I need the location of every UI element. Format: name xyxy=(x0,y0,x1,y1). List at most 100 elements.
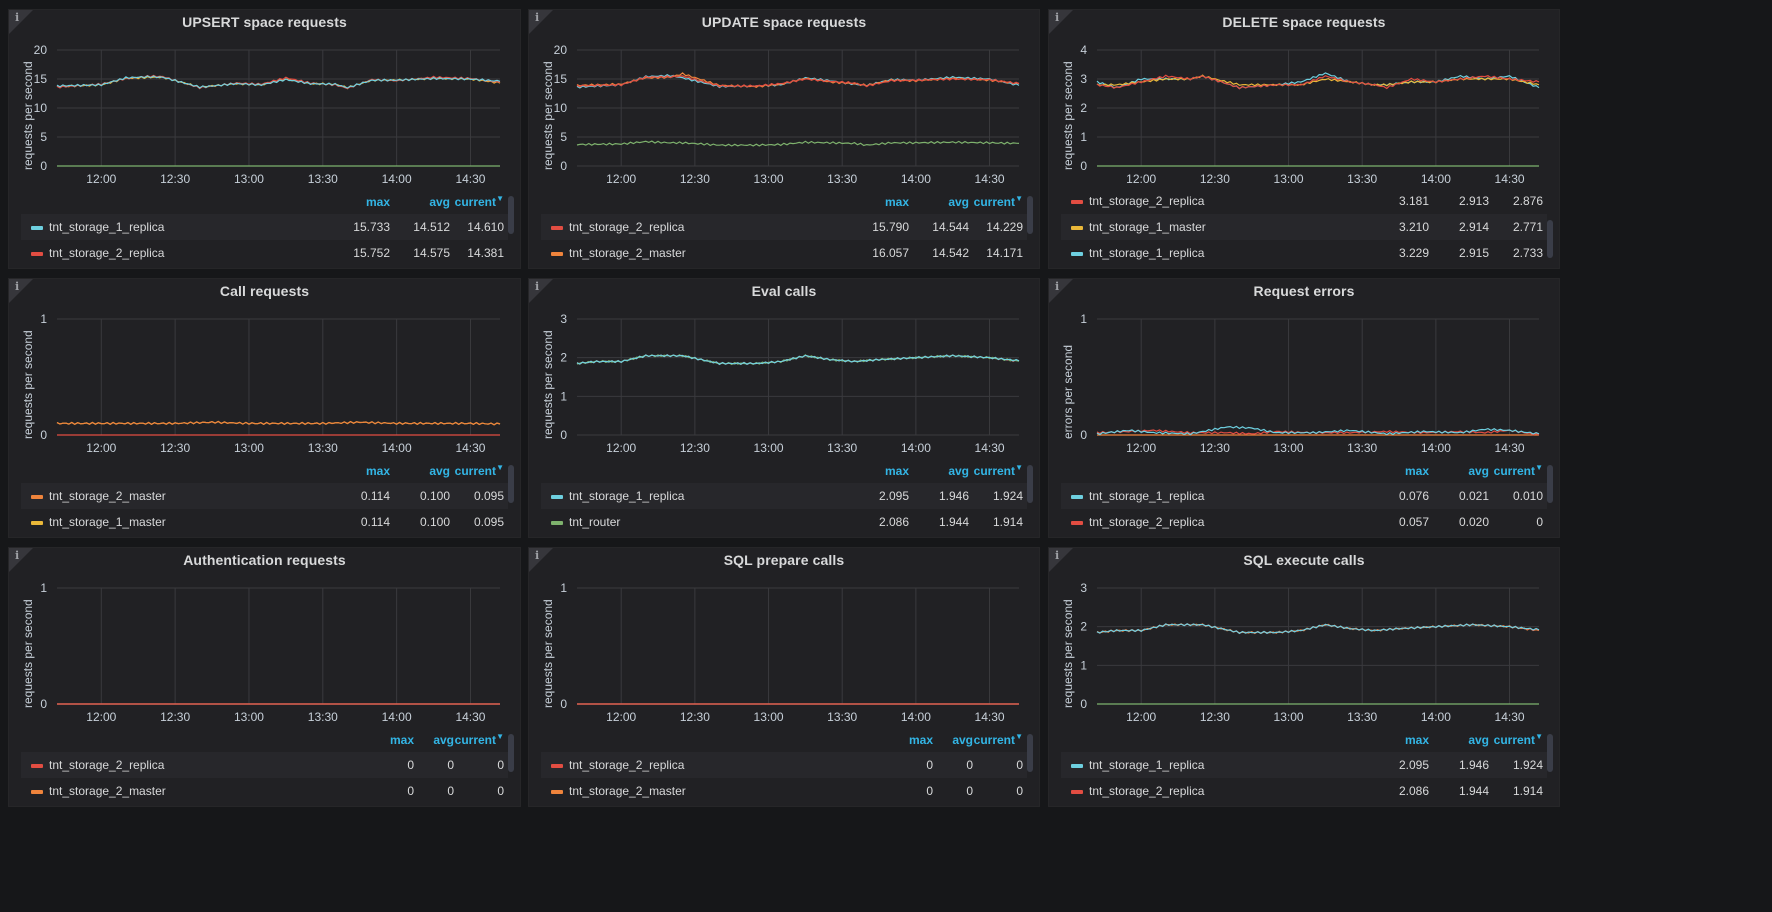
legend-col-max[interactable]: max xyxy=(389,733,414,747)
legend-row[interactable]: tnt_storage_2_replica 3.181 2.913 2.876 xyxy=(1061,188,1547,214)
legend-row[interactable]: tnt_storage_2_replica 15.752 14.575 14.3… xyxy=(21,240,508,264)
line-chart[interactable]: 0 1 2 3 4 12:00 12:30 13:00 13:30 14:00 14:30 xyxy=(1080,43,1540,190)
legend-col-avg[interactable]: avg xyxy=(433,733,454,747)
panel-title[interactable]: UPSERT space requests xyxy=(182,14,347,30)
legend-row[interactable]: tnt_storage_2_replica 0 0 0 xyxy=(21,752,508,778)
series-color-swatch[interactable] xyxy=(551,764,563,768)
legend-row[interactable]: tnt_storage_2_master 0 0 0 xyxy=(21,778,508,802)
caret-down-icon[interactable]: ▼ xyxy=(496,732,504,741)
info-corner[interactable] xyxy=(1049,548,1073,572)
panel-title[interactable]: Eval calls xyxy=(751,283,817,299)
panel-title[interactable]: Request errors xyxy=(1253,283,1355,299)
legend-scrollbar[interactable] xyxy=(508,196,514,234)
series-color-swatch[interactable] xyxy=(31,226,43,230)
series-color-swatch[interactable] xyxy=(1071,226,1083,230)
series-color-swatch[interactable] xyxy=(551,226,563,230)
legend-row[interactable]: tnt_storage_2_master 0 0 0 xyxy=(541,778,1027,802)
series-name[interactable]: tnt_storage_2_replica xyxy=(1089,784,1205,798)
caret-down-icon[interactable]: ▼ xyxy=(1015,463,1023,472)
legend-col-max[interactable]: max xyxy=(1404,464,1429,478)
legend-col-current[interactable]: current xyxy=(454,195,496,209)
legend-col-current[interactable]: current xyxy=(454,464,496,478)
info-icon[interactable]: i xyxy=(535,280,540,293)
series-color-swatch[interactable] xyxy=(31,764,43,768)
legend-row[interactable]: tnt_storage_2_replica 0.057 0.020 0 xyxy=(1061,509,1547,533)
line-chart[interactable]: 0 1 12:00 12:30 13:00 13:30 14:00 14:30 xyxy=(560,581,1019,728)
series-name[interactable]: tnt_storage_1_replica xyxy=(1089,758,1205,772)
legend-col-avg[interactable]: avg xyxy=(429,195,450,209)
series-color-swatch[interactable] xyxy=(1071,495,1083,499)
legend-row[interactable]: tnt_storage_1_replica 15.733 14.512 14.6… xyxy=(21,214,508,240)
series-color-swatch[interactable] xyxy=(551,521,563,525)
series-name[interactable]: tnt_storage_1_master xyxy=(49,515,166,529)
legend-col-current[interactable]: current xyxy=(1493,464,1535,478)
series-color-swatch[interactable] xyxy=(551,790,563,794)
legend-col-current[interactable]: current xyxy=(973,464,1015,478)
caret-down-icon[interactable]: ▼ xyxy=(1015,732,1023,741)
legend-col-current[interactable]: current xyxy=(1493,733,1535,747)
line-chart[interactable]: 0 1 2 3 12:00 12:30 13:00 13:30 14:00 14:30 xyxy=(1080,581,1540,728)
legend-row[interactable]: tnt_storage_1_master 0.114 0.100 0.095 xyxy=(21,509,508,533)
legend-col-max[interactable]: max xyxy=(365,464,390,478)
legend-row[interactable]: tnt_router 2.086 1.944 1.914 xyxy=(541,509,1027,533)
legend-col-avg[interactable]: avg xyxy=(948,195,969,209)
series-color-swatch[interactable] xyxy=(1071,252,1083,256)
info-icon[interactable]: i xyxy=(15,11,20,24)
series-name[interactable]: tnt_storage_2_master xyxy=(49,489,166,503)
series-color-swatch[interactable] xyxy=(551,495,563,499)
series-color-swatch[interactable] xyxy=(1071,521,1083,525)
series-name[interactable]: tnt_storage_2_replica xyxy=(569,220,685,234)
series-name[interactable]: tnt_storage_2_replica xyxy=(1089,194,1205,208)
legend-col-max[interactable]: max xyxy=(884,464,909,478)
info-corner[interactable] xyxy=(9,548,33,572)
legend-scrollbar[interactable] xyxy=(508,734,514,772)
panel-title[interactable]: SQL execute calls xyxy=(1243,552,1365,568)
info-corner[interactable] xyxy=(1049,279,1073,303)
series-color-swatch[interactable] xyxy=(1071,790,1083,794)
series-color-swatch[interactable] xyxy=(1071,764,1083,768)
legend-col-current[interactable]: current xyxy=(973,195,1015,209)
line-chart[interactable]: 0 5 10 15 20 12:00 12:30 13:00 13:30 14:00 14:30 xyxy=(554,43,1020,190)
info-icon[interactable]: i xyxy=(15,280,20,293)
line-chart[interactable]: 0 5 10 15 20 12:00 12:30 13:00 13:30 14:00 14:30 xyxy=(34,43,501,190)
legend-col-max[interactable]: max xyxy=(908,733,933,747)
legend-scrollbar[interactable] xyxy=(1027,465,1033,503)
panel-title[interactable]: Call requests xyxy=(219,283,310,299)
series-name[interactable]: tnt_storage_2_replica xyxy=(1089,515,1205,529)
series-name[interactable]: tnt_router xyxy=(569,515,621,529)
caret-down-icon[interactable]: ▼ xyxy=(1535,732,1543,741)
line-chart[interactable]: 0 1 2 3 12:00 12:30 13:00 13:30 14:00 14:30 xyxy=(560,312,1020,459)
legend-scrollbar[interactable] xyxy=(1547,220,1553,258)
legend-scrollbar[interactable] xyxy=(1547,734,1553,772)
series-name[interactable]: tnt_storage_2_replica xyxy=(569,758,685,772)
series-name[interactable]: tnt_storage_1_replica xyxy=(569,489,685,503)
legend-row[interactable]: tnt_storage_2_replica 0 0 0 xyxy=(541,752,1027,778)
series-color-swatch[interactable] xyxy=(551,252,563,256)
legend-col-avg[interactable]: avg xyxy=(1468,733,1489,747)
legend-row[interactable]: tnt_storage_2_replica 15.790 14.544 14.2… xyxy=(541,214,1027,240)
legend-col-current[interactable]: current xyxy=(973,733,1015,747)
legend-col-max[interactable]: max xyxy=(1404,733,1429,747)
series-color-swatch[interactable] xyxy=(31,252,43,256)
info-icon[interactable]: i xyxy=(15,549,20,562)
caret-down-icon[interactable]: ▼ xyxy=(496,463,504,472)
legend-col-avg[interactable]: avg xyxy=(948,464,969,478)
panel-title[interactable]: UPDATE space requests xyxy=(701,14,867,30)
legend-row[interactable]: tnt_storage_2_replica 2.086 1.944 1.914 xyxy=(1061,778,1547,802)
caret-down-icon[interactable]: ▼ xyxy=(496,194,504,203)
info-corner[interactable] xyxy=(529,10,553,34)
info-icon[interactable]: i xyxy=(1055,11,1060,24)
line-chart[interactable]: 0 1 12:00 12:30 13:00 13:30 14:00 14:30 xyxy=(40,312,501,459)
legend-col-current[interactable]: current xyxy=(454,733,496,747)
legend-col-avg[interactable]: avg xyxy=(952,733,973,747)
legend-row[interactable]: tnt_storage_1_replica 3.229 2.915 2.733 xyxy=(1061,240,1547,260)
info-corner[interactable] xyxy=(9,279,33,303)
panel-title[interactable]: SQL prepare calls xyxy=(723,552,845,568)
legend-col-max[interactable]: max xyxy=(365,195,390,209)
legend-scrollbar[interactable] xyxy=(1027,196,1033,234)
info-icon[interactable]: i xyxy=(1055,280,1060,293)
series-name[interactable]: tnt_storage_2_replica xyxy=(49,246,165,260)
series-name[interactable]: tnt_storage_2_master xyxy=(569,246,686,260)
info-icon[interactable]: i xyxy=(1055,549,1060,562)
series-color-swatch[interactable] xyxy=(31,495,43,499)
